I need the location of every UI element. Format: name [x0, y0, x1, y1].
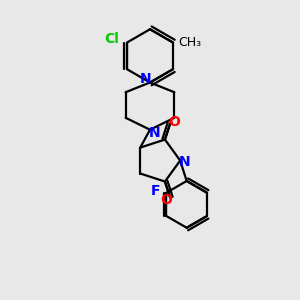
Text: F: F [150, 184, 160, 198]
Text: CH₃: CH₃ [178, 36, 201, 49]
Text: O: O [168, 115, 180, 129]
Text: O: O [160, 193, 172, 207]
Text: N: N [178, 155, 190, 169]
Text: Cl: Cl [104, 32, 119, 46]
Text: N: N [149, 126, 161, 140]
Text: N: N [139, 72, 151, 86]
